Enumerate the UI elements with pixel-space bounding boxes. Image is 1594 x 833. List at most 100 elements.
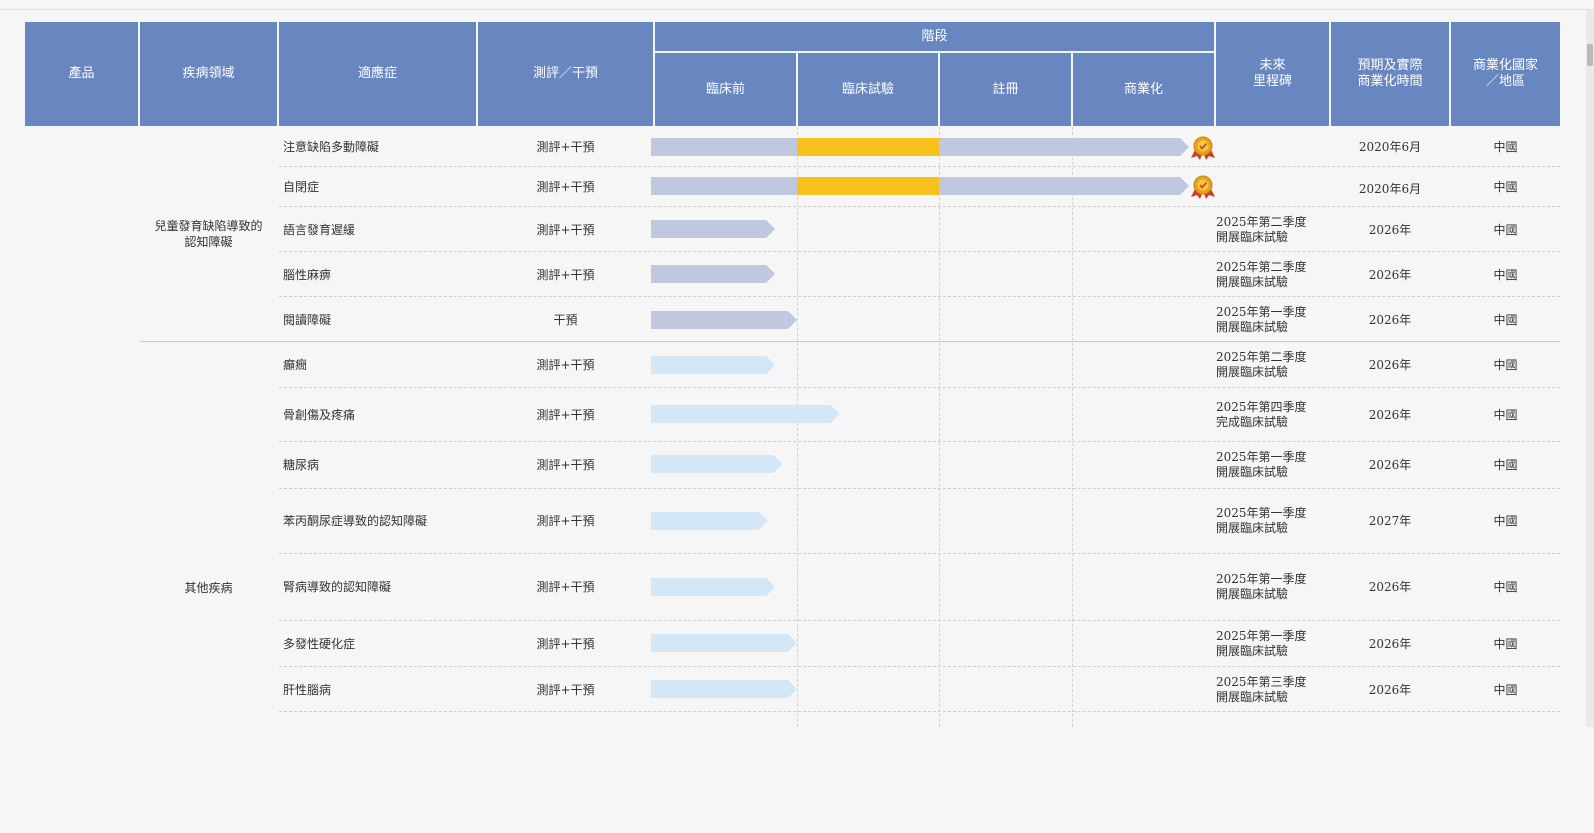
progress-bar-shape: [651, 138, 1189, 156]
indication-cell: 骨創傷及疼痛: [283, 407, 356, 422]
region-cell: 中國: [1493, 180, 1518, 194]
progress-bar-shape: [651, 177, 1189, 195]
region-cell: 中國: [1493, 407, 1518, 422]
time-cell: 2026年: [1368, 580, 1412, 594]
time-cell: 2020年6月: [1358, 182, 1422, 196]
indication-cell: 注意缺陷多動障礙: [283, 140, 380, 154]
header-stage-preclinical: 臨床前: [655, 53, 796, 126]
time-cell: 2026年: [1368, 267, 1412, 282]
progress-bar-shape: [651, 405, 840, 423]
progress-bar: [651, 634, 797, 652]
progress-bar: [651, 136, 1215, 160]
disease-area-other: 其他疾病: [184, 580, 233, 595]
type-cell: 測評+干預: [536, 682, 595, 697]
progress-bar-shape: [651, 512, 768, 530]
row-divider: [279, 666, 1560, 667]
type-cell: 測評+干預: [536, 222, 595, 237]
progress-bar-shape: [651, 578, 776, 596]
milestone-cell: 2025年第四季度 完成臨床試驗: [1216, 399, 1307, 429]
indication-cell: 肝性腦病: [283, 682, 332, 697]
scrollbar[interactable]: [1586, 10, 1594, 727]
header-disease-area: 疾病領域: [140, 22, 277, 126]
header-stage-commercialization: 商業化: [1073, 53, 1214, 126]
region-cell: 中國: [1493, 514, 1518, 528]
region-cell: 中國: [1493, 580, 1518, 594]
header-stage-clinical-trial: 臨床試驗: [798, 53, 938, 126]
scrollbar-thumb[interactable]: [1587, 44, 1593, 66]
row-divider: [279, 620, 1560, 621]
header-stage-registration: 註冊: [940, 53, 1071, 126]
indication-cell: 腎病導致的認知障礙: [283, 580, 392, 594]
progress-bar: [651, 220, 776, 238]
progress-bar: [651, 455, 783, 473]
award-medal-icon: [1191, 175, 1215, 199]
region-cell: 中國: [1493, 357, 1518, 372]
row-divider: [279, 387, 1560, 388]
type-cell: 測評+干預: [536, 636, 595, 651]
progress-bar: [651, 356, 776, 374]
region-cell: 中國: [1493, 222, 1518, 237]
stage-divider: [1072, 127, 1073, 727]
region-cell: 中國: [1493, 267, 1518, 282]
row-divider: [279, 441, 1560, 442]
row-divider: [279, 206, 1560, 207]
row-divider: [279, 711, 1560, 712]
header-commercialization-region: 商業化國家 ／地區: [1451, 22, 1560, 126]
progress-bar: [651, 680, 797, 698]
progress-bar-shape: [651, 455, 783, 473]
header-product: 產品: [25, 22, 138, 126]
milestone-cell: 2025年第三季度 開展臨床試驗: [1216, 674, 1307, 704]
type-cell: 測評+干預: [536, 407, 595, 422]
progress-bar-shape: [651, 680, 797, 698]
progress-bar: [651, 512, 768, 530]
progress-bar: [651, 405, 840, 423]
time-cell: 2026年: [1368, 222, 1412, 237]
progress-bar: [651, 311, 797, 329]
header-commercialization-time: 預期及實際 商業化時間: [1331, 22, 1449, 126]
stage-divider: [797, 127, 798, 727]
type-cell: 測評+干預: [536, 180, 595, 194]
time-cell: 2027年: [1368, 514, 1412, 528]
region-cell: 中國: [1493, 312, 1518, 327]
type-cell: 測評+干預: [536, 580, 595, 594]
row-divider: [279, 166, 1560, 167]
header-assessment-intervention: 測評／干預: [478, 22, 653, 126]
row-divider: [279, 553, 1560, 554]
milestone-cell: 2025年第一季度 開展臨床試驗: [1216, 450, 1307, 479]
type-cell: 測評+干預: [536, 267, 595, 282]
milestone-cell: 2025年第一季度 開展臨床試驗: [1216, 506, 1307, 535]
milestone-cell: [1216, 127, 1329, 167]
header-indication: 適應症: [279, 22, 476, 126]
time-cell: 2020年6月: [1358, 140, 1422, 154]
indication-cell: 多發性硬化症: [283, 636, 356, 651]
milestone-cell: 2025年第一季度 開展臨床試驗: [1216, 572, 1307, 601]
header-stage: 階段: [655, 22, 1214, 51]
progress-bar-shape: [651, 634, 797, 652]
row-divider: [279, 296, 1560, 297]
time-cell: 2026年: [1368, 312, 1412, 327]
progress-bar-shape: [651, 220, 776, 238]
progress-bar: [651, 175, 1215, 199]
indication-cell: 語言發育遲緩: [283, 222, 356, 237]
indication-cell: 糖尿病: [283, 458, 320, 472]
stage-divider: [939, 127, 940, 727]
milestone-cell: 2025年第一季度 開展臨床試驗: [1216, 304, 1307, 334]
row-divider: [279, 488, 1560, 489]
row-divider: [279, 251, 1560, 252]
indication-cell: 癲癇: [283, 357, 308, 372]
group-divider: [140, 341, 1560, 342]
progress-bar-shape: [651, 311, 797, 329]
time-cell: 2026年: [1368, 636, 1412, 651]
header-future-milestone: 未來 里程碑: [1216, 22, 1329, 126]
milestone-cell: 2025年第二季度 開展臨床試驗: [1216, 259, 1307, 289]
indication-cell: 苯丙酮尿症導致的認知障礙: [283, 514, 428, 528]
type-cell: 測評+干預: [536, 357, 595, 372]
milestone-cell: 2025年第二季度 開展臨床試驗: [1216, 214, 1307, 244]
indication-cell: 腦性麻痹: [283, 267, 332, 282]
type-cell: 測評+干預: [536, 514, 595, 528]
progress-bar-shape: [651, 265, 776, 283]
time-cell: 2026年: [1368, 357, 1412, 372]
indication-cell: 閱讀障礙: [283, 312, 332, 327]
milestone-cell: 2025年第一季度 開展臨床試驗: [1216, 628, 1307, 658]
progress-bar: [651, 265, 776, 283]
